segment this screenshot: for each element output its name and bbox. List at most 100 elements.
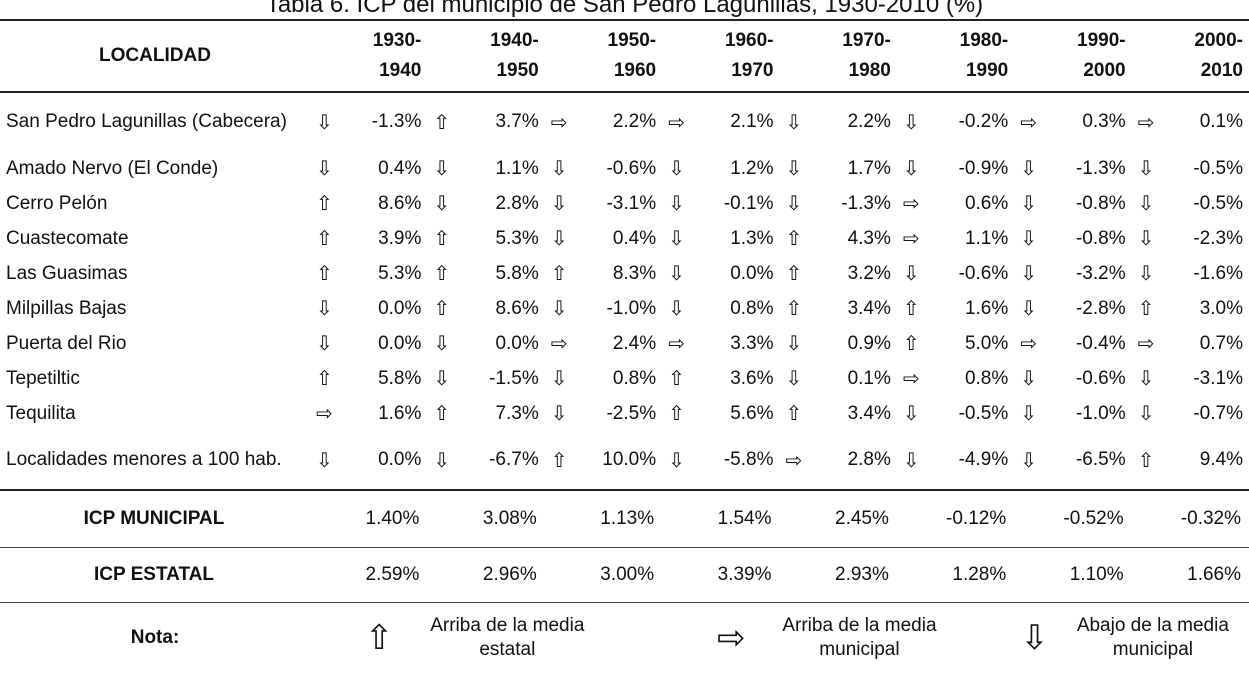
header-line: 1970- <box>842 30 891 51</box>
data-cell: ⇧ 8.3% <box>545 256 662 291</box>
cell: ⇩ -0.1% <box>668 191 773 216</box>
data-cell: ⇧ 9.4% <box>1132 431 1249 490</box>
cell-value: -3.2% <box>1075 262 1126 284</box>
arrow-icon: ⇨ <box>550 333 568 355</box>
data-cell: ⇧ 5.3% <box>427 221 544 256</box>
arrow-icon: ⇨ <box>1020 111 1038 134</box>
data-cell: ⇨ 2.8% <box>780 431 897 490</box>
cell: ⇧ 3.9% <box>316 226 421 251</box>
cell-value: 4.3% <box>847 227 891 249</box>
cell-value: -0.9% <box>958 157 1009 179</box>
arrow-icon: ⇩ <box>668 158 685 180</box>
arrow-icon: ⇧ <box>668 368 685 390</box>
summary-value: 3.39% <box>662 547 780 603</box>
cell: ⇧ 3.0% <box>1138 296 1243 321</box>
cell: ⇨ 0.7% <box>1138 331 1243 356</box>
cell: ⇧ 7.3% <box>433 401 538 426</box>
cell: ⇨ 1.6% <box>316 401 421 426</box>
cell-value: 0.9% <box>847 332 891 354</box>
arrow-icon: ⇧ <box>316 368 333 390</box>
arrow-icon: ⇩ <box>1137 263 1155 285</box>
data-row: Tequilita ⇨ 1.6% ⇧ 7.3% ⇩ -2.5% ⇧ 5.6% ⇧ 3.4% ⇩ -0.5… <box>0 396 1249 431</box>
arrow-icon: ⇩ <box>1020 403 1038 425</box>
arrow-icon: ⇧ <box>1137 449 1155 472</box>
cell-value: -0.5% <box>1193 157 1243 179</box>
data-cell: ⇩ -1.0% <box>545 291 662 326</box>
cell-value: -1.3% <box>371 111 422 132</box>
arrow-icon: ⇩ <box>902 111 920 134</box>
cell: ⇨ 3.3% <box>668 331 773 356</box>
locality-name: Cerro Pelón <box>6 192 108 214</box>
summary-value: 1.10% <box>1014 547 1132 603</box>
arrow-icon: ⇧ <box>785 298 803 320</box>
cell-value: 2.4% <box>612 332 657 354</box>
legend-text: Arriba de la media estatal <box>430 615 585 660</box>
header-line: 2000 <box>1083 60 1126 81</box>
locality-name: Las Guasimas <box>6 262 128 284</box>
cell: ⇩ -1.3% <box>316 110 421 135</box>
arrow-icon: ⇩ <box>902 449 920 472</box>
cell-value: -0.1% <box>723 192 774 214</box>
arrow-icon: ⇧ <box>550 449 568 472</box>
legend: ⇨ Arriba de la media municipal <box>668 614 1008 662</box>
cell: ⇧ 3.2% <box>786 261 891 286</box>
data-cell: ⇩ -3.1% <box>1132 361 1249 396</box>
header-line: 1940 <box>379 60 422 81</box>
cell-value: 1.6% <box>378 402 422 424</box>
arrow-icon: ⇩ <box>550 228 568 250</box>
data-cell: ⇩ 0.8% <box>545 361 662 396</box>
arrow-icon: ⇨ <box>1137 111 1155 134</box>
data-cell: ⇩ 0.9% <box>780 326 897 361</box>
cell-value: 0.1% <box>1199 111 1243 132</box>
cell-value: 3.7% <box>495 111 539 132</box>
cell-value: 0.7% <box>1199 332 1243 354</box>
data-cell: ⇧ 3.0% <box>1132 291 1249 326</box>
arrow-icon: ⇩ <box>433 449 451 472</box>
cell-value: -3.1% <box>606 192 657 214</box>
cell: ⇧ 1.6% <box>903 296 1008 321</box>
cell-value: 0.8% <box>964 367 1009 389</box>
cell: ⇨ 0.3% <box>1020 110 1125 135</box>
data-cell: ⇨ 2.2% <box>545 92 662 151</box>
cell-value: -1.6% <box>1193 262 1243 284</box>
cell: ⇩ -1.0% <box>551 296 656 321</box>
arrow-icon: ⇩ <box>902 158 920 180</box>
cell: ⇨ 0.1% <box>1138 110 1243 135</box>
cell-value: -0.8% <box>1075 192 1126 214</box>
cell-value: 3.4% <box>847 402 891 424</box>
cell-value: 2.2% <box>847 111 891 132</box>
data-cell: ⇩ 0.1% <box>780 361 897 396</box>
cell-value: 8.6% <box>378 192 422 214</box>
data-cell: ⇩ -0.8% <box>1014 221 1131 256</box>
cell-value: 0.4% <box>612 227 657 249</box>
arrow-icon: ⇧ <box>785 228 803 250</box>
data-cell: ⇩ 0.4% <box>310 151 427 186</box>
arrow-icon: ⇩ <box>785 333 803 355</box>
cell-value: 1.1% <box>495 157 539 179</box>
cell: ⇩ -3.2% <box>1020 261 1125 286</box>
note-item: ⇧ Arriba de la media estatal <box>310 603 662 674</box>
header-line: 2010 <box>1200 60 1243 81</box>
legend-text: Arriba de la media municipal <box>782 615 937 660</box>
header-line: 1980 <box>848 60 891 81</box>
arrow-icon: ⇩ <box>668 263 685 285</box>
arrow-icon: ⇨ <box>668 111 685 134</box>
summary-value: 1.40% <box>310 489 428 548</box>
cell-value: 0.0% <box>378 332 422 354</box>
arrow-icon: ⇩ <box>550 403 568 425</box>
arrow-icon: ⇩ <box>1137 228 1155 250</box>
cell: ⇩ -0.6% <box>1020 366 1125 391</box>
header-line: 1950 <box>496 60 539 81</box>
cell-value: -0.5% <box>958 402 1009 424</box>
arrow-icon: ⇩ <box>316 298 333 320</box>
arrow-icon: ⇧ <box>433 111 451 134</box>
cell: ⇩ -0.5% <box>903 401 1008 426</box>
data-cell: ⇩ 0.0% <box>310 326 427 361</box>
summary-value: -0.52% <box>1014 489 1132 548</box>
locality-name: Localidades menores a 100 hab. <box>6 449 282 470</box>
cell: ⇧ 5.3% <box>433 226 538 251</box>
data-cell: ⇩ -0.7% <box>1132 396 1249 431</box>
arrow-icon: ⇩ <box>433 193 451 215</box>
summary-label: ICP ESTATAL <box>0 547 310 603</box>
cell: ⇩ -1.6% <box>1138 261 1243 286</box>
